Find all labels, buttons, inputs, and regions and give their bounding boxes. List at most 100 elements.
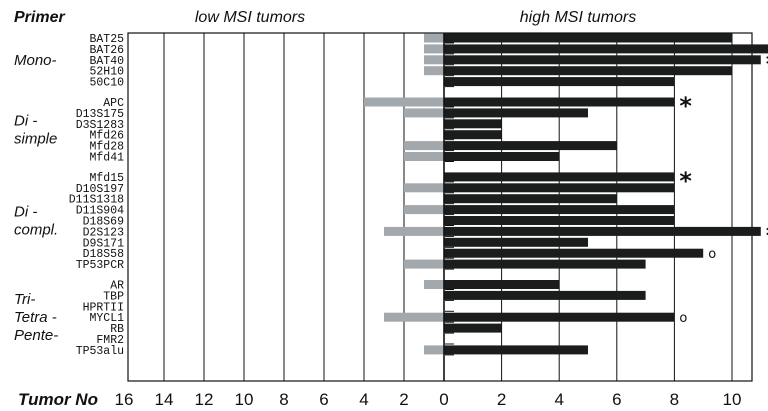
group-label: simple	[14, 130, 57, 147]
high-msi-bar	[444, 312, 675, 322]
marker-label: FMR2	[96, 334, 124, 347]
plot-area: 16141210864202468101214BAT25BAT26*BAT40*…	[14, 32, 768, 409]
high-msi-bar	[444, 172, 675, 182]
significance-star: *	[766, 50, 768, 78]
low-msi-bar	[364, 97, 444, 107]
plot-frame	[127, 32, 753, 382]
marker-label: D13S175	[76, 108, 124, 121]
low-msi-bar	[404, 183, 444, 193]
high-msi-bar	[444, 44, 768, 54]
high-msi-bar	[444, 152, 560, 161]
marker-label: D9S171	[83, 237, 125, 250]
marker-label: D11S904	[76, 205, 124, 218]
marker-label: HPRTII	[83, 301, 124, 314]
low-msi-bar	[424, 66, 444, 76]
marker-label: TP53alu	[76, 345, 124, 358]
high-tick-label: 0	[439, 390, 448, 409]
marker-label: D18S69	[83, 216, 125, 229]
marker-label: TBP	[103, 290, 124, 303]
low-msi-bar	[424, 280, 444, 289]
high-msi-header: high MSI tumors	[520, 9, 636, 26]
open-circle-mark: o	[679, 311, 687, 326]
group-label: Tri-	[14, 291, 35, 308]
low-msi-bar	[404, 141, 444, 151]
significance-star: *	[766, 221, 768, 249]
low-msi-bar	[424, 33, 444, 43]
low-tick-label: 14	[155, 390, 174, 409]
high-tick-label: 10	[723, 390, 742, 409]
marker-label: BAT25	[89, 33, 124, 46]
marker-label: Mfd15	[89, 172, 124, 185]
marker-label: BAT26	[89, 44, 124, 57]
low-tick-label: 16	[115, 390, 134, 409]
marker-label: RB	[110, 323, 124, 336]
marker-label: 52H10	[89, 66, 124, 79]
high-msi-bar	[444, 108, 588, 118]
low-msi-bar	[404, 205, 444, 215]
high-msi-bar	[444, 194, 617, 204]
marker-label: D11S1318	[69, 194, 124, 207]
marker-label: 50C10	[89, 77, 124, 90]
low-tick-label: 8	[279, 390, 288, 409]
high-msi-bar	[444, 33, 732, 43]
high-msi-bar	[444, 183, 675, 193]
high-tick-label: 4	[554, 390, 563, 409]
high-msi-bar	[444, 141, 617, 151]
high-tick-label: 8	[670, 390, 679, 409]
high-msi-bar	[444, 205, 675, 215]
marker-label: D3S1283	[76, 119, 124, 132]
marker-label: APC	[103, 97, 124, 110]
high-msi-bar	[444, 97, 675, 107]
high-msi-bar	[444, 345, 588, 355]
low-tick-label: 12	[195, 390, 214, 409]
group-label: Di -	[14, 204, 37, 221]
marker-label: Mfd26	[89, 130, 124, 143]
marker-label: D10S197	[76, 183, 124, 196]
low-msi-bar	[404, 152, 444, 161]
group-label: Pente-	[14, 327, 58, 344]
high-msi-bar	[444, 259, 646, 269]
marker-label: BAT40	[89, 55, 124, 68]
marker-label: AR	[110, 280, 124, 293]
low-msi-bar	[424, 44, 444, 54]
low-msi-bar	[424, 55, 444, 65]
high-tick-label: 2	[497, 390, 506, 409]
group-label: compl.	[14, 222, 58, 239]
high-msi-bar	[444, 77, 675, 87]
x-axis-label: Tumor No	[18, 390, 98, 409]
low-tick-label: 6	[319, 390, 328, 409]
marker-label: D2S123	[83, 226, 125, 239]
open-circle-mark: o	[708, 247, 716, 262]
high-msi-bar	[444, 290, 646, 300]
marker-label: D18S58	[83, 248, 125, 261]
high-msi-bar	[444, 248, 704, 258]
marker-label: Mfd28	[89, 141, 124, 154]
high-msi-bar	[444, 226, 761, 236]
low-msi-bar	[384, 226, 444, 236]
high-msi-bar	[444, 216, 675, 225]
high-msi-bar	[444, 119, 502, 129]
low-msi-bar	[424, 345, 444, 355]
high-tick-label: 6	[612, 390, 621, 409]
low-tick-label: 4	[359, 390, 368, 409]
marker-label: TP53PCR	[76, 259, 124, 272]
high-msi-bar	[444, 66, 732, 76]
low-msi-bar	[404, 108, 444, 118]
high-msi-bar	[444, 237, 588, 247]
group-label: Di -	[14, 112, 37, 129]
high-msi-bar	[444, 323, 502, 333]
significance-star: *	[679, 167, 692, 195]
marker-label: Mfd41	[89, 152, 124, 165]
group-label: Tetra -	[14, 309, 57, 326]
low-msi-bar	[404, 259, 444, 269]
low-tick-label: 10	[235, 390, 254, 409]
high-msi-bar	[444, 130, 502, 140]
significance-star: *	[679, 92, 692, 120]
low-msi-bar	[384, 312, 444, 322]
low-msi-header: low MSI tumors	[195, 9, 305, 26]
primer-header: Primer	[14, 9, 65, 26]
high-msi-bar	[444, 55, 761, 65]
low-tick-label: 2	[399, 390, 408, 409]
marker-label: MYCL1	[89, 312, 124, 325]
